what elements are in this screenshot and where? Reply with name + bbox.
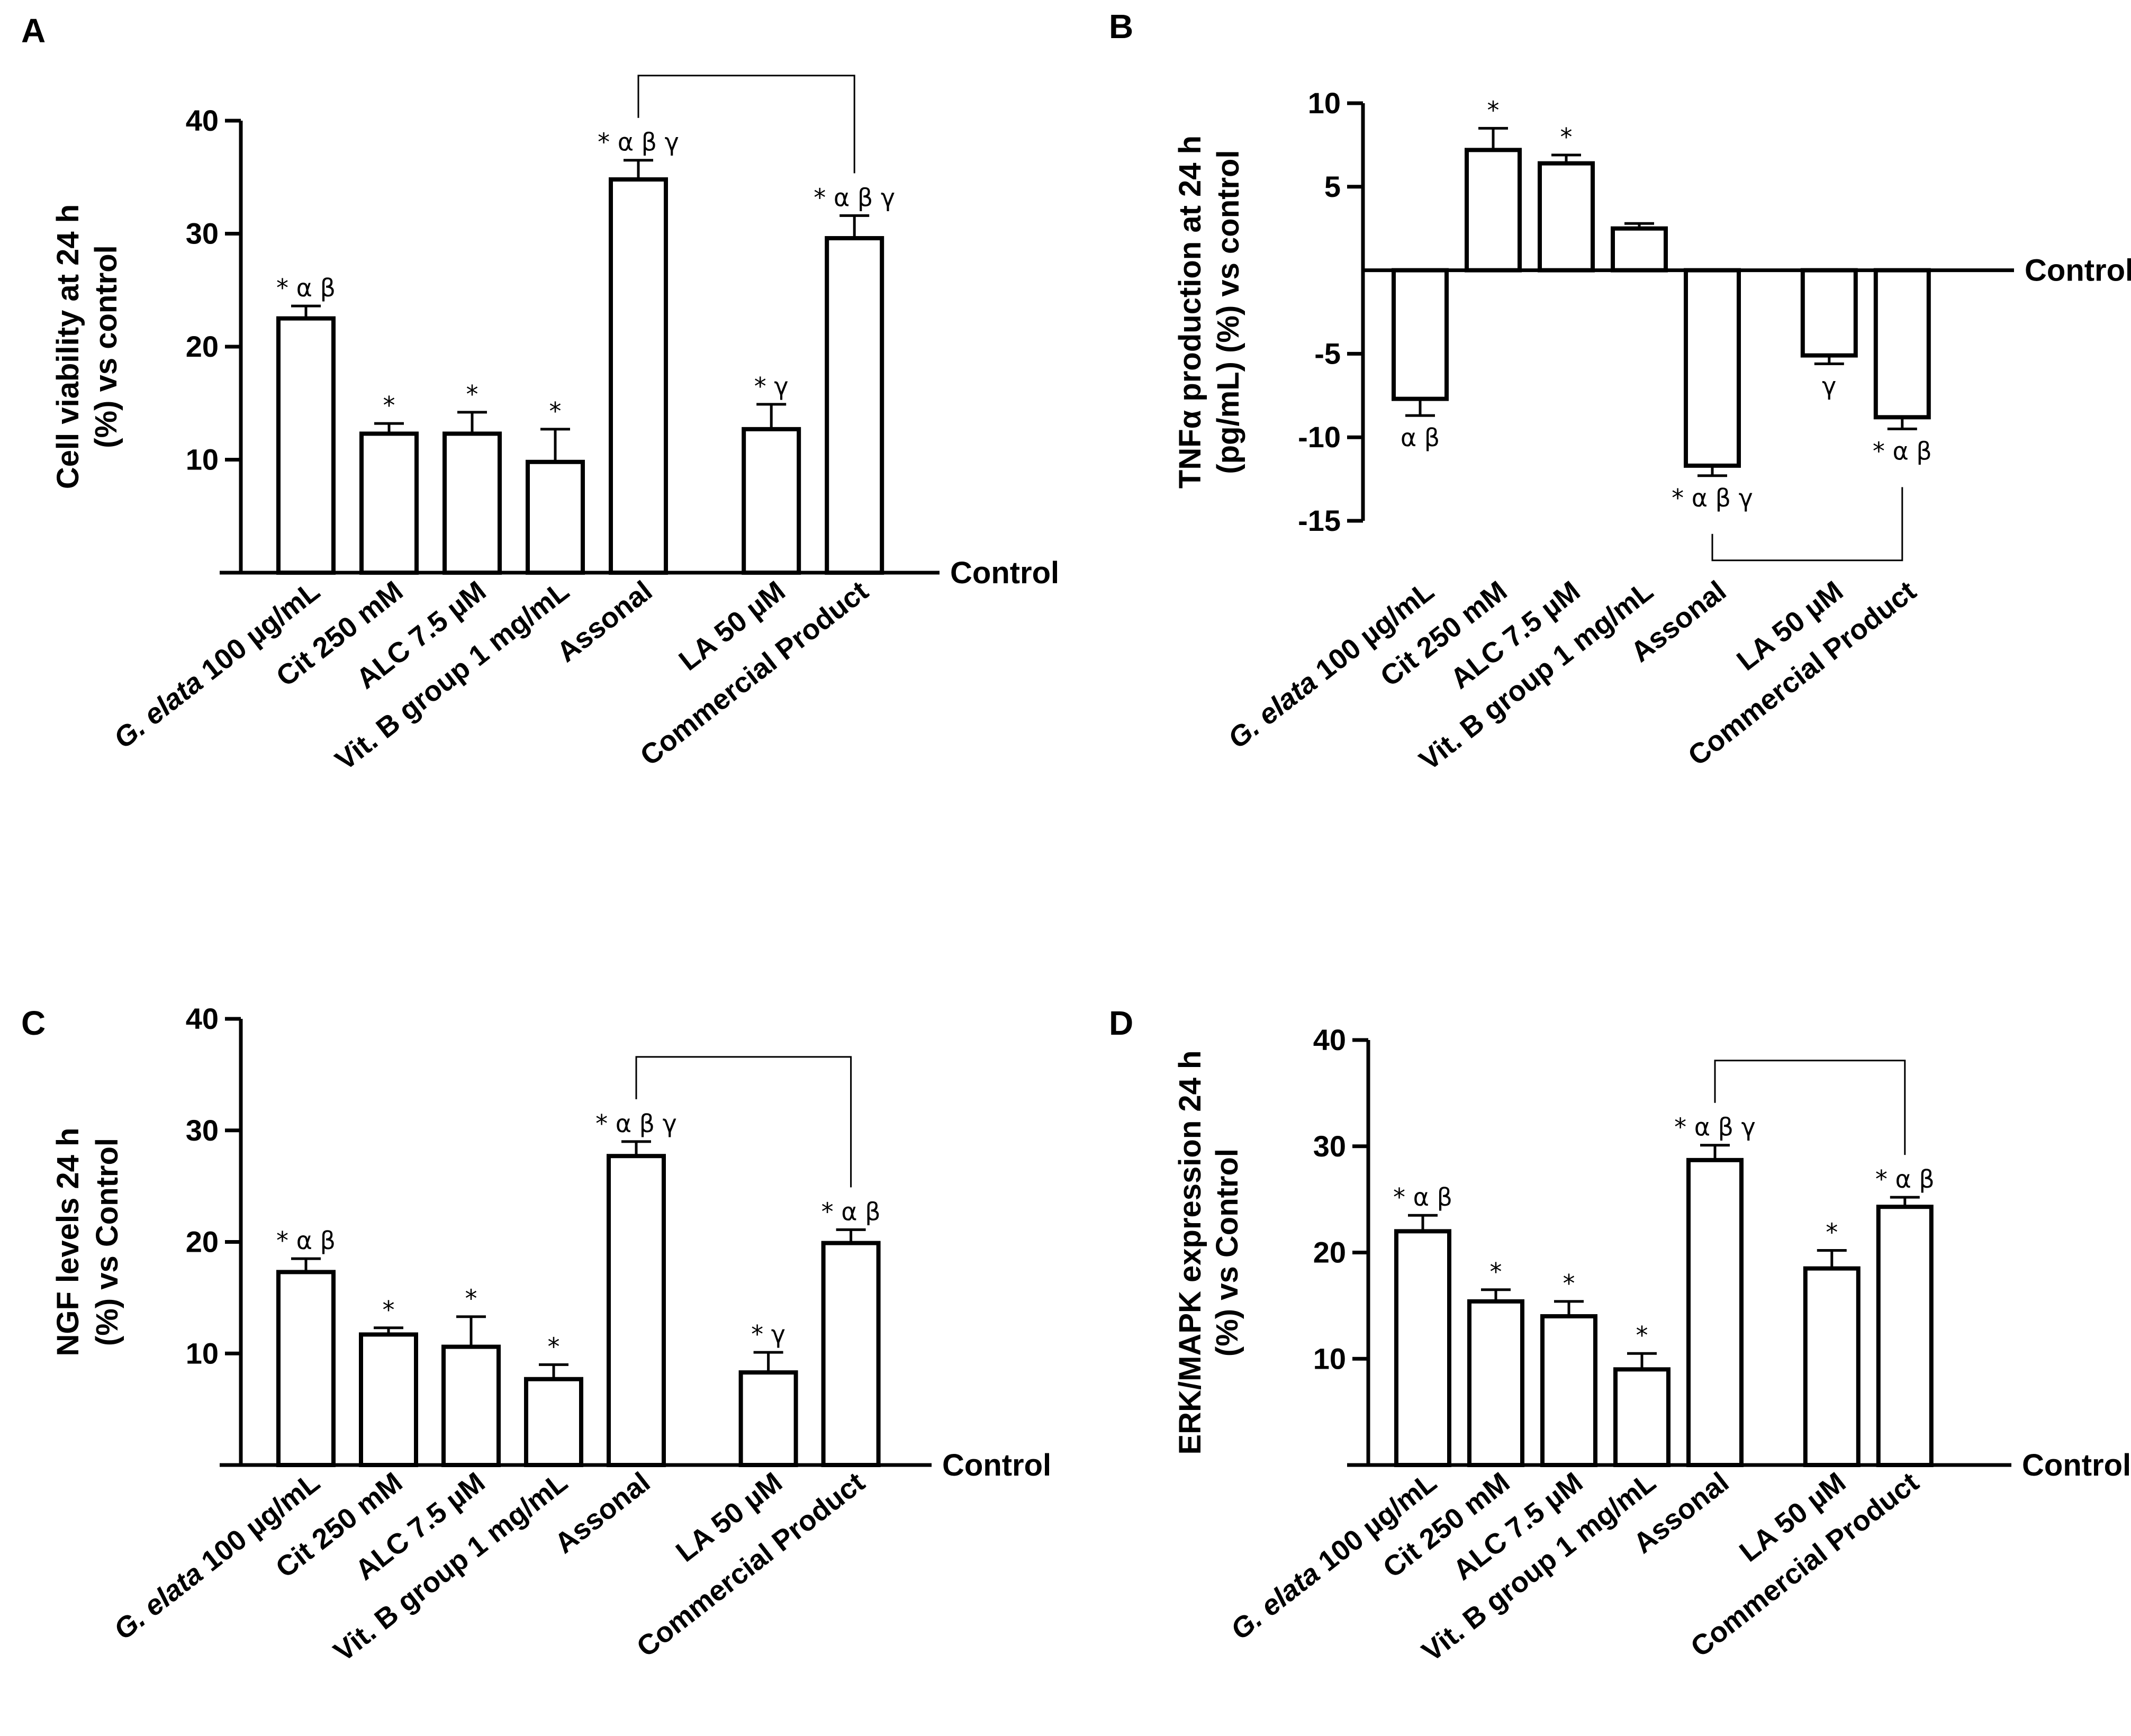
significance-label: * α β γ	[595, 1109, 677, 1138]
bar	[1803, 1266, 1861, 1468]
significance-label: *	[383, 1296, 395, 1324]
bar	[524, 1377, 583, 1467]
bar	[1873, 268, 1931, 420]
significance-label: α β	[1401, 423, 1440, 452]
bar	[441, 1344, 501, 1467]
bar	[825, 236, 884, 575]
significance-label: * α β	[276, 274, 336, 302]
bar	[1686, 1158, 1744, 1467]
bar	[1684, 268, 1741, 468]
bar	[359, 1332, 418, 1468]
bar	[609, 177, 668, 575]
y-tick-label: 30	[186, 1114, 219, 1147]
significance-label: *	[466, 380, 478, 409]
panel-letter: A	[21, 12, 46, 50]
panel-a: A 10 20 30 40 Control Cell viability at 24 h (%…	[21, 12, 1059, 776]
bar	[607, 1154, 666, 1467]
bar	[1465, 148, 1522, 273]
panel-d: D 10 20 30 40 Control ERK/MAPK expression 24 h…	[1109, 1004, 2131, 1668]
significance-label: *	[1487, 96, 1500, 124]
comparison-bracket	[1714, 1060, 1906, 1155]
y-tick-label: 10	[186, 443, 219, 476]
y-axis-title: NGF levels 24 h	[51, 1128, 85, 1357]
significance-label: * α β	[276, 1226, 336, 1255]
bar	[359, 431, 419, 575]
control-label: Control	[2025, 254, 2131, 288]
y-tick-label: 40	[186, 1002, 219, 1035]
y-tick-label: 10	[1313, 1342, 1346, 1375]
y-axis-title: (%) vs control	[89, 245, 123, 448]
bar	[1540, 1314, 1597, 1467]
panel-letter: D	[1109, 1004, 1133, 1042]
y-tick-label: 40	[186, 104, 219, 137]
significance-label: * α β	[1393, 1183, 1452, 1211]
comparison-bracket	[1711, 487, 1903, 562]
significance-label: *	[1563, 1269, 1575, 1298]
control-label: Control	[2022, 1448, 2131, 1482]
category-label: Assonal	[549, 1466, 656, 1560]
y-tick-label: -5	[1314, 337, 1341, 370]
significance-label: *	[1826, 1218, 1838, 1246]
bar	[738, 1370, 798, 1467]
y-axis-title: (pg/mL) (%) vs control	[1211, 150, 1245, 474]
significance-label: *	[549, 397, 562, 426]
bar	[821, 1241, 881, 1467]
y-axis-title: (%) vs Control	[1210, 1149, 1244, 1357]
panel-letter: C	[21, 1004, 46, 1042]
panel-c: C 10 20 30 40 Control NGF levels 24 h (%) vs Co…	[21, 1002, 1051, 1668]
y-tick-label: 30	[1313, 1129, 1346, 1163]
significance-label: γ	[1822, 372, 1836, 400]
significance-label: * α β	[1875, 1165, 1935, 1194]
control-label: Control	[950, 556, 1059, 590]
significance-label: *	[1490, 1258, 1502, 1286]
y-axis-title: Cell viability at 24 h	[51, 204, 85, 489]
significance-label: * α β	[821, 1197, 881, 1226]
significance-label: * α β γ	[1672, 484, 1753, 512]
panel-letter: B	[1109, 7, 1133, 46]
bar	[1800, 268, 1858, 358]
bar	[1876, 1205, 1934, 1467]
y-tick-label: 30	[186, 217, 219, 250]
bar	[1392, 268, 1449, 401]
y-tick-label: 20	[1313, 1236, 1346, 1269]
significance-label: *	[465, 1285, 477, 1313]
y-tick-label: 10	[186, 1336, 219, 1370]
bar	[1394, 1229, 1451, 1468]
bar	[742, 427, 801, 575]
significance-label: * α β	[1873, 437, 1932, 465]
y-tick-label: 20	[186, 330, 219, 363]
bar	[1611, 226, 1668, 273]
y-tick-label: 40	[1313, 1023, 1346, 1056]
bar	[443, 431, 502, 575]
significance-label: * α β γ	[1674, 1113, 1756, 1142]
bar	[526, 459, 585, 575]
significance-label: *	[1636, 1321, 1648, 1350]
y-axis-title: (%) vs Control	[90, 1138, 124, 1346]
bar	[1467, 1299, 1524, 1467]
control-label: Control	[942, 1448, 1051, 1482]
y-tick-label: -10	[1298, 420, 1341, 454]
significance-label: * α β γ	[598, 128, 679, 157]
bar	[276, 1270, 336, 1468]
significance-label: * γ	[751, 1320, 785, 1349]
comparison-bracket	[637, 75, 855, 174]
significance-label: *	[1560, 123, 1573, 151]
significance-label: * α β γ	[814, 183, 895, 212]
y-axis-title: TNFα production at 24 h	[1173, 135, 1207, 489]
significance-label: *	[383, 391, 395, 420]
bar	[276, 316, 336, 575]
y-tick-label: 20	[186, 1225, 219, 1259]
comparison-bracket	[635, 1056, 852, 1188]
y-tick-label: 10	[1308, 86, 1341, 120]
bar	[1613, 1367, 1671, 1467]
y-tick-label: 5	[1324, 170, 1341, 203]
panel-b: B -15 -10 -5 5 10 Control TNFα production at 24…	[1109, 7, 2131, 776]
y-axis-title: ERK/MAPK expression 24 h	[1173, 1051, 1207, 1455]
significance-label: * γ	[754, 372, 789, 401]
y-tick-label: -15	[1298, 504, 1341, 537]
bar	[1538, 161, 1595, 273]
significance-label: *	[548, 1332, 560, 1361]
category-label: Assonal	[551, 575, 658, 668]
